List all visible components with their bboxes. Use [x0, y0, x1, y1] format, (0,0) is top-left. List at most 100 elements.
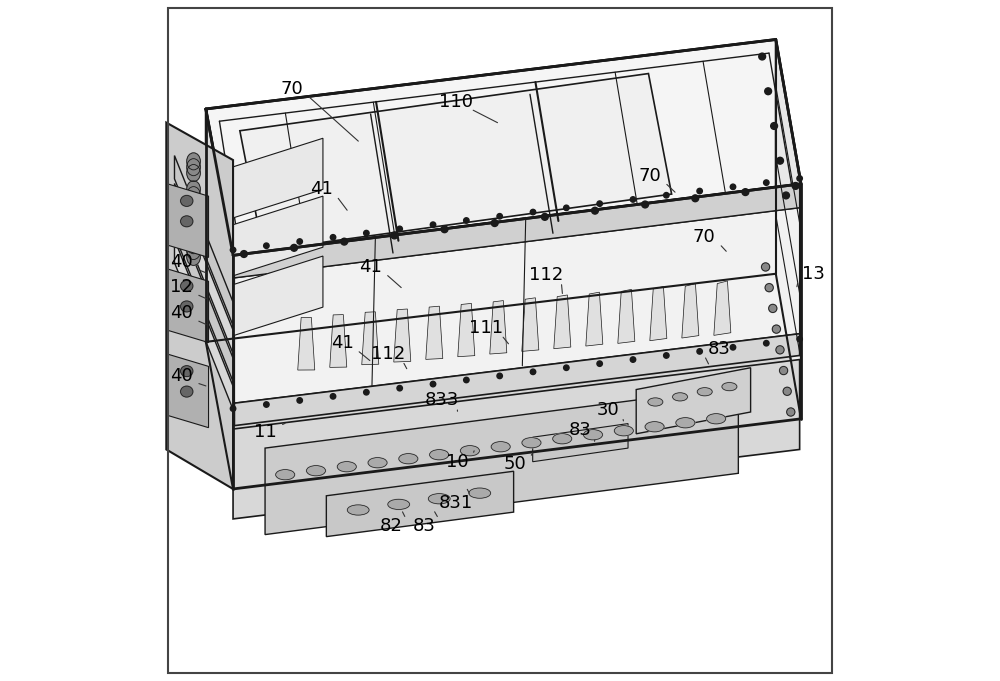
Circle shape — [783, 192, 789, 199]
Circle shape — [264, 402, 269, 407]
Ellipse shape — [187, 215, 200, 232]
Ellipse shape — [187, 221, 200, 238]
Text: 83: 83 — [708, 340, 731, 358]
Polygon shape — [168, 269, 209, 343]
Circle shape — [364, 230, 369, 236]
Text: 112: 112 — [529, 266, 563, 284]
Circle shape — [430, 381, 436, 387]
Text: 41: 41 — [359, 258, 382, 276]
Ellipse shape — [187, 180, 200, 197]
Circle shape — [297, 398, 302, 403]
Circle shape — [441, 226, 448, 233]
Ellipse shape — [181, 281, 193, 291]
Circle shape — [797, 176, 802, 181]
Ellipse shape — [187, 209, 200, 226]
Text: 50: 50 — [504, 456, 526, 473]
Text: 831: 831 — [439, 494, 473, 511]
Circle shape — [762, 263, 770, 271]
Polygon shape — [234, 184, 800, 278]
Polygon shape — [533, 424, 628, 462]
Ellipse shape — [187, 193, 200, 210]
Ellipse shape — [614, 426, 633, 436]
Ellipse shape — [645, 422, 664, 432]
Polygon shape — [233, 184, 801, 489]
Circle shape — [530, 209, 536, 215]
Circle shape — [497, 373, 502, 379]
Circle shape — [364, 390, 369, 395]
Polygon shape — [714, 281, 731, 335]
Circle shape — [630, 357, 636, 362]
Text: 30: 30 — [596, 401, 619, 419]
Ellipse shape — [337, 462, 356, 472]
Text: 12: 12 — [170, 279, 193, 296]
Text: 40: 40 — [170, 304, 193, 322]
Polygon shape — [586, 292, 603, 346]
Circle shape — [341, 238, 348, 245]
Circle shape — [397, 385, 402, 391]
Circle shape — [742, 189, 749, 195]
Ellipse shape — [368, 458, 387, 468]
Polygon shape — [330, 315, 347, 367]
Circle shape — [397, 226, 402, 232]
Polygon shape — [174, 155, 233, 326]
Text: 13: 13 — [802, 265, 825, 283]
Text: 83: 83 — [569, 422, 592, 439]
Polygon shape — [394, 309, 411, 362]
Polygon shape — [490, 300, 507, 354]
Text: 70: 70 — [638, 167, 661, 185]
Circle shape — [430, 222, 436, 227]
Circle shape — [230, 247, 236, 253]
Polygon shape — [206, 39, 801, 255]
Circle shape — [564, 365, 569, 370]
Circle shape — [765, 283, 773, 291]
Ellipse shape — [673, 393, 688, 401]
Text: 10: 10 — [446, 453, 469, 471]
Text: 82: 82 — [380, 517, 402, 535]
Circle shape — [730, 345, 736, 350]
Ellipse shape — [553, 434, 572, 444]
Ellipse shape — [469, 488, 491, 498]
Ellipse shape — [522, 438, 541, 448]
Polygon shape — [522, 298, 539, 351]
Circle shape — [464, 218, 469, 223]
Polygon shape — [234, 334, 800, 426]
Ellipse shape — [187, 153, 200, 170]
Ellipse shape — [181, 366, 193, 377]
Ellipse shape — [181, 195, 193, 206]
Ellipse shape — [583, 430, 603, 440]
Text: 111: 111 — [469, 319, 503, 337]
Circle shape — [797, 336, 802, 342]
Ellipse shape — [676, 417, 695, 428]
Circle shape — [630, 197, 636, 202]
Circle shape — [771, 123, 778, 129]
Circle shape — [330, 234, 336, 240]
Ellipse shape — [430, 449, 449, 460]
Circle shape — [291, 244, 297, 251]
Polygon shape — [233, 360, 800, 519]
Polygon shape — [233, 138, 323, 218]
Text: 70: 70 — [693, 228, 716, 246]
Circle shape — [391, 232, 398, 239]
Circle shape — [764, 180, 769, 185]
Ellipse shape — [276, 470, 295, 480]
Circle shape — [330, 394, 336, 399]
Circle shape — [792, 183, 799, 189]
Polygon shape — [650, 287, 667, 340]
Circle shape — [764, 340, 769, 346]
Text: 41: 41 — [310, 180, 333, 198]
Circle shape — [464, 377, 469, 383]
Ellipse shape — [306, 466, 326, 476]
Polygon shape — [174, 183, 233, 353]
Circle shape — [241, 251, 247, 257]
Text: 83: 83 — [412, 517, 435, 535]
Polygon shape — [206, 274, 801, 489]
Circle shape — [730, 184, 736, 189]
Polygon shape — [234, 208, 800, 403]
Circle shape — [530, 369, 536, 375]
Polygon shape — [206, 109, 233, 489]
Circle shape — [230, 406, 236, 411]
Circle shape — [787, 408, 795, 416]
Circle shape — [597, 201, 602, 206]
Circle shape — [692, 195, 699, 202]
Polygon shape — [776, 39, 801, 419]
